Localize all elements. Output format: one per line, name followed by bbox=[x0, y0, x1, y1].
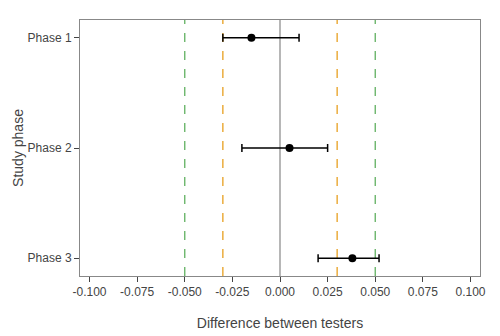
svg-text:-0.075: -0.075 bbox=[120, 285, 154, 299]
svg-text:Difference between testers: Difference between testers bbox=[197, 315, 363, 331]
svg-text:-0.100: -0.100 bbox=[73, 285, 107, 299]
svg-text:0.075: 0.075 bbox=[408, 285, 438, 299]
svg-text:0.025: 0.025 bbox=[313, 285, 343, 299]
svg-text:0.100: 0.100 bbox=[455, 285, 485, 299]
svg-text:-0.050: -0.050 bbox=[168, 285, 202, 299]
svg-text:Phase 2: Phase 2 bbox=[28, 141, 72, 155]
svg-text:Study phase: Study phase bbox=[10, 109, 26, 187]
svg-text:Phase 1: Phase 1 bbox=[28, 31, 72, 45]
svg-text:-0.025: -0.025 bbox=[215, 285, 249, 299]
svg-text:0.050: 0.050 bbox=[360, 285, 390, 299]
svg-text:Phase 3: Phase 3 bbox=[28, 251, 72, 265]
svg-text:0.000: 0.000 bbox=[265, 285, 295, 299]
